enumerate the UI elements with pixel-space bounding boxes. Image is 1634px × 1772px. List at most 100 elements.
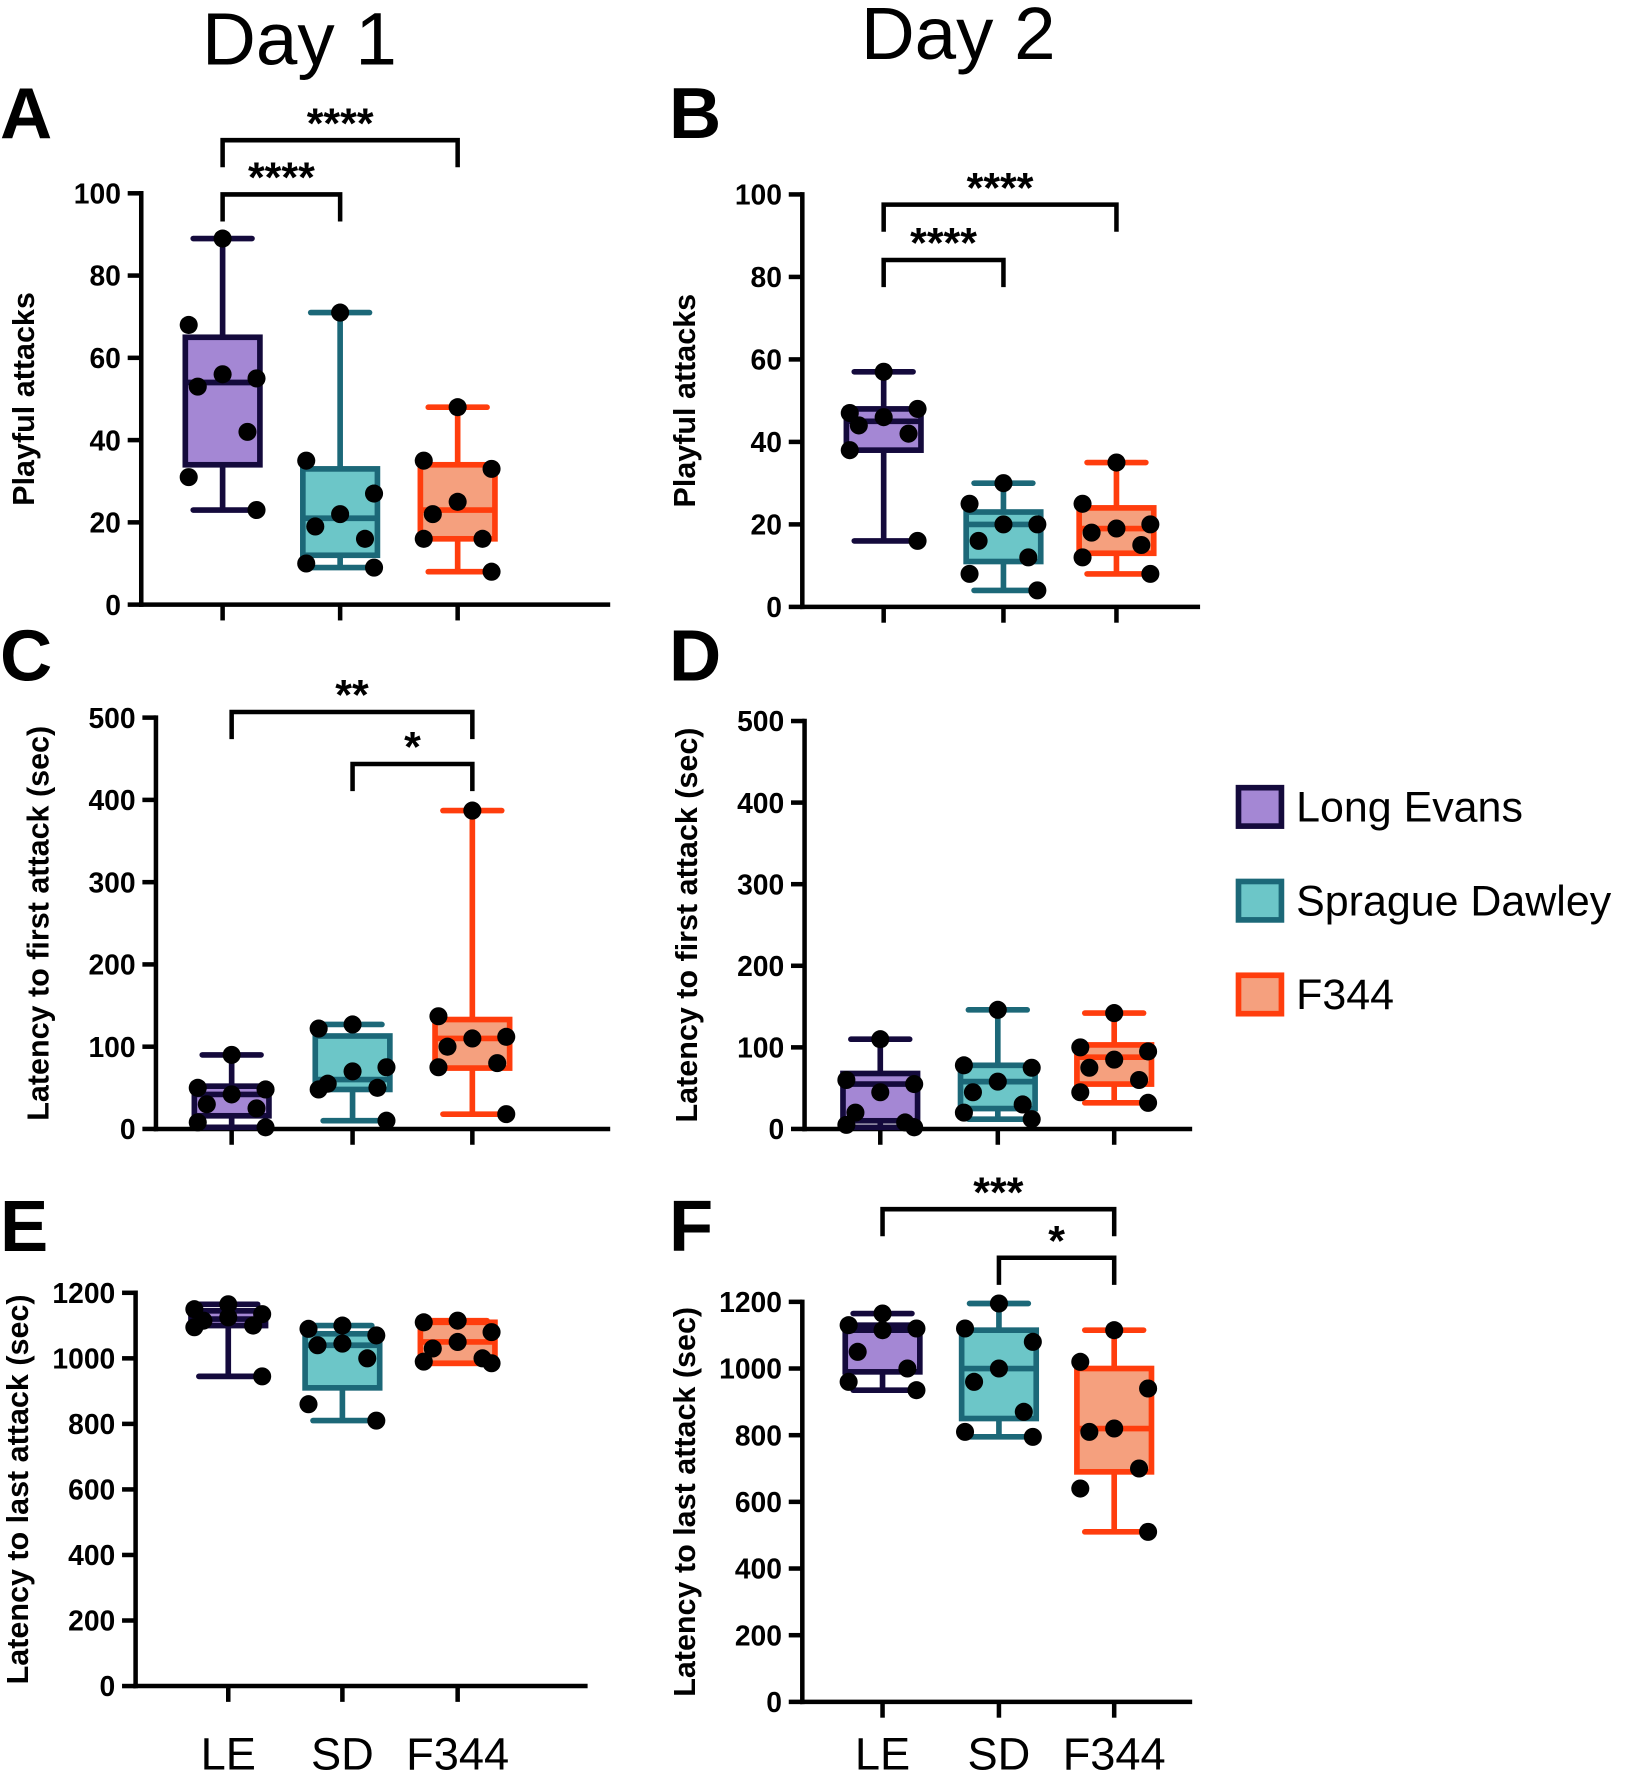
panel-letter: D [669,616,721,696]
y-tick-label: 1000 [719,1353,782,1385]
data-point [1019,548,1038,567]
data-point [908,399,927,418]
data-point [988,1072,1007,1091]
box-sd [299,1316,386,1430]
box-sd [297,303,384,577]
data-point [839,1372,858,1391]
data-point [309,1019,328,1038]
data-point [497,1027,516,1046]
data-point [179,315,198,334]
y-axis-label: Latency to first attack (sec) [22,726,56,1121]
y-tick-label: 20 [751,509,782,541]
legend-label: F344 [1296,971,1394,1019]
data-point [299,1319,318,1338]
y-tick-label: 40 [89,424,120,456]
data-point [414,1352,433,1371]
significance-label: * [1048,1218,1065,1266]
legend-swatch [1235,972,1285,1017]
data-point [1028,581,1047,600]
data-point [1071,1038,1090,1057]
data-point [299,1395,318,1414]
data-point [837,1115,856,1134]
data-point [368,1078,387,1097]
bracket-line [996,1255,1117,1285]
data-point [463,1029,482,1048]
significance-bracket: ** [229,672,475,740]
panel-letter: B [669,74,721,154]
data-point [333,1316,352,1335]
y-axis-label: Latency to last attack (sec) [668,1307,702,1697]
x-category-label: F344 [1063,1729,1166,1772]
data-point [306,517,325,536]
data-point [873,1321,892,1340]
x-category-label: SD [311,1729,374,1772]
data-point [1105,1419,1124,1438]
significance-label: *** [973,1169,1023,1217]
data-point [219,1295,238,1314]
y-tick-label: 0 [766,1686,782,1718]
bracket-line [350,761,475,792]
title-day-2: Day 2 [861,0,1056,75]
y-tick-label: 500 [737,705,784,737]
data-point [331,303,350,322]
data-point [414,529,433,548]
data-point [367,1326,386,1345]
box-le [840,362,927,550]
data-point [899,424,918,443]
significance-bracket: **** [220,154,343,222]
data-point [309,1080,328,1099]
data-point [898,1359,917,1378]
data-point [297,451,316,470]
data-point [840,441,859,460]
data-point [907,1319,926,1338]
significance-label: **** [307,100,374,148]
data-point [377,1058,396,1077]
data-point [908,531,927,550]
data-point [954,1103,973,1122]
data-point [429,1058,448,1077]
y-tick-label: 600 [735,1486,782,1518]
panel-letter: F [669,1187,713,1267]
y-axis-label: Playful attacks [7,292,41,506]
data-point [1130,1459,1149,1478]
data-point [423,505,442,524]
box-le [837,1030,924,1137]
data-point [179,468,198,487]
data-point [448,1311,467,1330]
data-point [188,1078,207,1097]
box-iqr [417,461,498,542]
x-category-label: SD [968,1729,1031,1772]
data-point [837,1070,856,1090]
data-point [463,801,482,820]
legend-label: Sprague Dawley [1296,877,1612,925]
data-point [1105,1321,1124,1340]
data-point [1013,1095,1032,1114]
data-point [482,459,501,478]
data-point [331,505,350,524]
significance-bracket: **** [220,100,460,168]
panel-d: D 0 100 200 300 400 500 Latency to first attack… [669,616,1193,1145]
box-sd [955,1294,1042,1446]
data-point [1139,1379,1158,1398]
data-point [1130,1070,1149,1090]
data-point [414,451,433,470]
data-point [256,1118,275,1137]
data-point [297,554,316,573]
legend-item: Sprague Dawley [1235,877,1612,925]
y-tick-label: 0 [100,1670,116,1702]
y-tick-label: 300 [737,868,784,900]
box-sd [309,1015,396,1130]
data-point [482,562,501,581]
data-point [333,1334,352,1353]
y-tick-label: 200 [735,1619,782,1651]
panel-letter: A [0,74,52,154]
data-point [1071,1479,1090,1498]
data-point [1023,1427,1042,1446]
data-point [960,564,979,583]
data-point [219,1308,238,1327]
y-tick-label: 400 [737,787,784,819]
data-point [355,529,375,548]
y-tick-label: 400 [735,1553,782,1585]
y-axis-label: Latency to last attack (sec) [1,1294,35,1684]
data-point [905,1075,924,1094]
